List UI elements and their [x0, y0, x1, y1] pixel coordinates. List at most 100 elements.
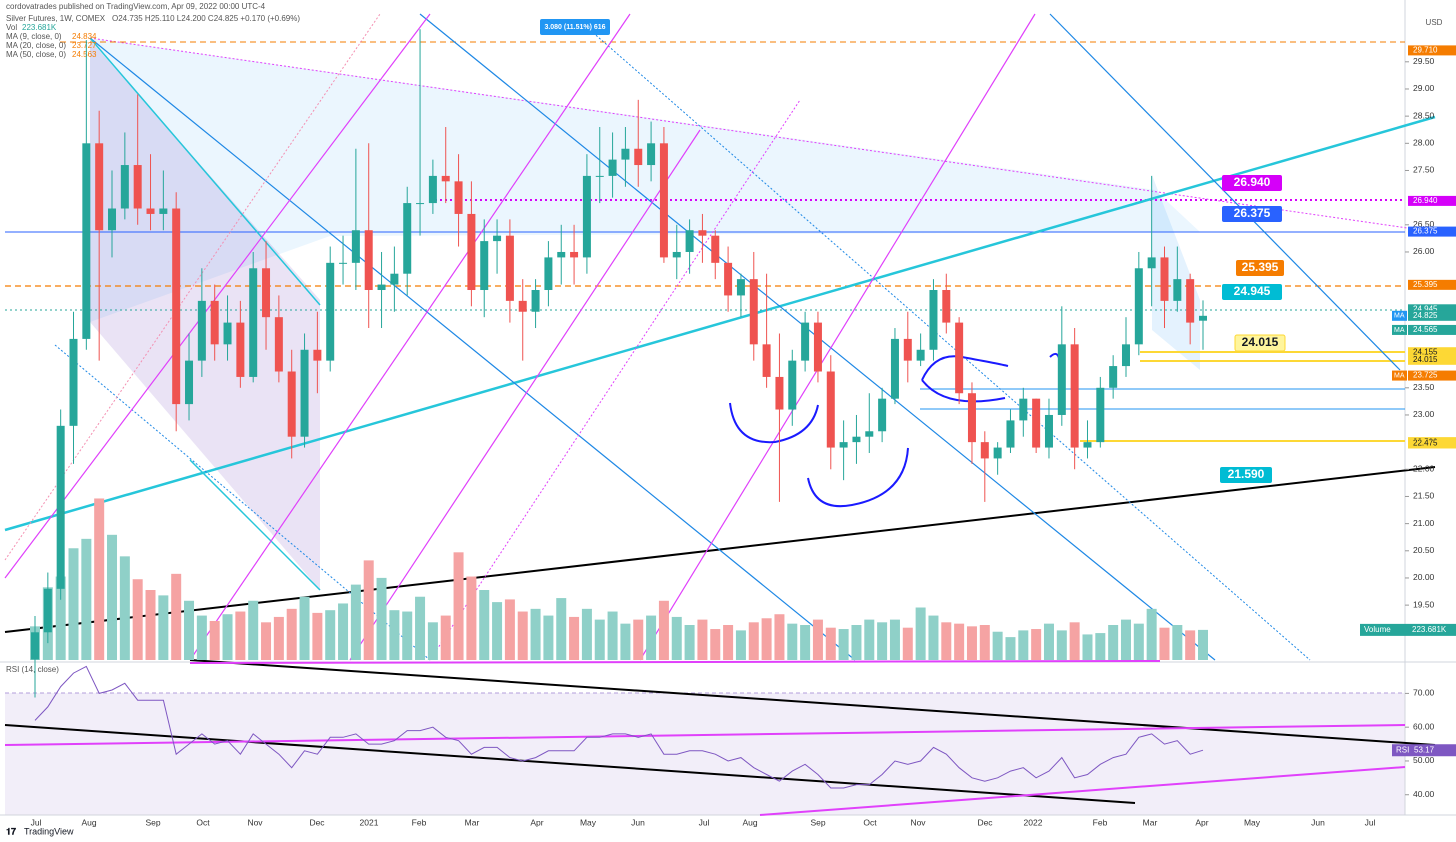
volume-bar: [312, 612, 323, 660]
level-tag-bg: [1408, 347, 1456, 358]
candle-body: [1057, 344, 1066, 415]
callout-bg: [1222, 175, 1282, 191]
volume-bar: [338, 603, 349, 660]
candle-body: [749, 279, 758, 345]
candle-body: [223, 322, 232, 345]
candle-body: [467, 213, 476, 291]
level-tag-bg: [1408, 438, 1456, 449]
trendline: [89, 37, 856, 661]
candle-body: [1134, 268, 1143, 345]
rsi-tag-bg: [1392, 744, 1456, 757]
candle-body: [480, 241, 489, 291]
level-tag-bg: [1408, 310, 1456, 321]
candle-body: [108, 208, 117, 231]
callout: 21.590: [1228, 467, 1265, 481]
volume-bar: [81, 538, 92, 660]
volume-tag-value: 223.681K: [1412, 625, 1447, 634]
callout-bg: [1222, 284, 1282, 300]
x-tick-label: Jun: [631, 817, 645, 827]
legend-value: 23.727: [72, 41, 97, 50]
volume-bar: [620, 623, 631, 660]
callout-bg: [1234, 334, 1286, 352]
ma-tag-bg: [1392, 370, 1407, 381]
volume-bar: [119, 556, 130, 660]
candle-body: [185, 360, 194, 405]
volume-bar: [1185, 630, 1196, 660]
volume-bar: [979, 625, 990, 660]
footer: TradingView: [24, 826, 74, 836]
level-tag-bg: [1408, 370, 1456, 381]
candle-body: [416, 203, 425, 205]
volume-bar: [68, 548, 79, 660]
candle-body: [659, 143, 668, 258]
volume-bar: [671, 616, 682, 660]
y-tick-label: 26.50: [1413, 219, 1435, 229]
volume-bar: [633, 619, 644, 660]
volume-bar: [171, 573, 182, 660]
x-tick-label: Sep: [145, 817, 160, 827]
volume-bar: [915, 607, 926, 660]
candle-body: [454, 181, 463, 214]
volume-bar: [825, 627, 836, 660]
x-tick-label: May: [1244, 817, 1261, 827]
x-tick-label: Jun: [1311, 817, 1325, 827]
legend-name: MA (9, close, 0): [6, 32, 62, 41]
volume-bar: [1018, 630, 1029, 660]
candle-body: [210, 300, 219, 345]
x-tick-label: Apr: [530, 817, 543, 827]
candle-body: [865, 431, 874, 437]
candle-body: [377, 284, 386, 291]
volume-bar: [902, 627, 913, 660]
x-tick-label: 2022: [1024, 817, 1043, 827]
volume-bar: [466, 576, 477, 660]
volume-bar: [1005, 637, 1016, 660]
candle-body: [890, 338, 899, 399]
rsi-tick-label: 50.00: [1413, 755, 1435, 765]
callout-bg: [1220, 467, 1272, 483]
volume-bar: [710, 629, 721, 660]
x-tick-label: May: [580, 817, 597, 827]
volume-bar: [607, 611, 618, 660]
candle-body: [916, 349, 925, 361]
rsi-tag: RSI: [1396, 745, 1409, 754]
volume-bar: [222, 614, 233, 660]
y-tick-label: 28.50: [1413, 110, 1435, 120]
volume-bar: [569, 616, 580, 660]
candle-body: [313, 349, 322, 361]
volume-bar: [646, 615, 657, 660]
x-tick-label: Apr: [1195, 817, 1208, 827]
y-tick-label: 21.50: [1413, 491, 1435, 501]
candle-body: [403, 203, 412, 274]
candle-body: [1044, 414, 1053, 448]
candle-body: [685, 230, 694, 252]
candle-body: [505, 235, 514, 301]
volume-bar: [248, 600, 259, 660]
candle-body: [595, 175, 604, 177]
candle-body: [531, 290, 540, 312]
candle-body: [762, 344, 771, 377]
candle-body: [672, 251, 681, 258]
volume-bar: [1120, 619, 1131, 660]
y-tick-label: 23.00: [1413, 409, 1435, 419]
volume-bar: [402, 611, 413, 660]
volume-bar: [132, 579, 143, 660]
x-tick-label: Jul: [31, 817, 42, 827]
candle-body: [852, 436, 861, 443]
volume-bar: [1056, 630, 1067, 660]
callout: 25.395: [1242, 260, 1279, 274]
volume-bar: [492, 602, 503, 660]
volume-bar: [1159, 627, 1170, 660]
footer-logo: 𝟏𝟕: [6, 826, 16, 836]
candle-body: [326, 262, 335, 361]
x-tick-label: Feb: [1093, 817, 1108, 827]
channel: [639, 13, 1036, 661]
candle-body: [1019, 398, 1028, 421]
volume-bar: [787, 623, 798, 660]
callout-bg: [1222, 206, 1282, 222]
rsi-band: [5, 693, 1405, 815]
candle-body: [826, 371, 835, 448]
y-tick-label: 21.00: [1413, 518, 1435, 528]
volume-bar: [196, 615, 207, 660]
candle-body: [159, 208, 168, 214]
x-tick-label: Oct: [196, 817, 210, 827]
